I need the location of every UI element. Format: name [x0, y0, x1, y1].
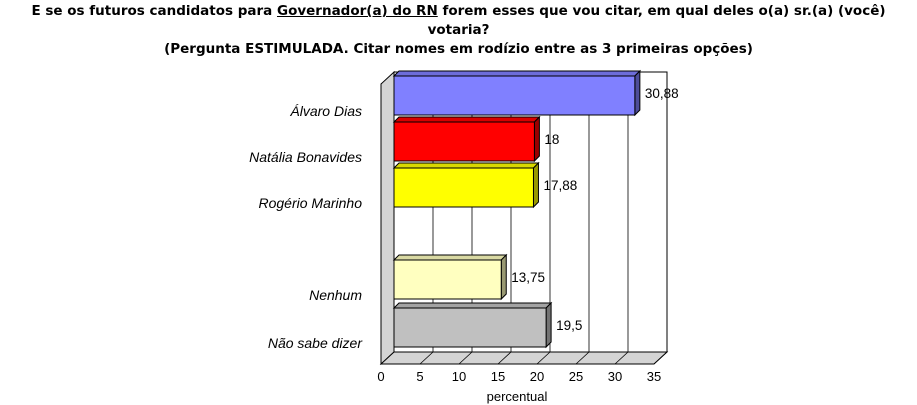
data-label: 19,5: [556, 318, 582, 333]
data-label: 17,88: [543, 178, 577, 193]
bar-top: [392, 70, 642, 77]
bar: [393, 167, 534, 208]
x-axis-title: percentual: [487, 389, 548, 404]
floor-gridline: [614, 351, 629, 365]
category-label: Nenhum: [309, 287, 362, 303]
floor-gridline: [458, 351, 473, 365]
chart-side-wall: [380, 70, 395, 366]
bar: [393, 75, 636, 116]
category-label: Natália Bonavides: [249, 149, 362, 165]
data-label: 13,75: [511, 270, 545, 285]
title-line-1: E se os futuros candidatos para Governad…: [0, 2, 917, 40]
floor-gridline: [419, 351, 434, 365]
floor-gridline: [575, 351, 590, 365]
floor-gridline: [497, 351, 512, 365]
chart-title: E se os futuros candidatos para Governad…: [0, 2, 917, 59]
category-label: Rogério Marinho: [259, 195, 363, 211]
x-tick-label: 35: [647, 369, 661, 384]
x-tick-label: 0: [377, 369, 384, 384]
bar: [393, 307, 547, 348]
x-tick-label: 20: [530, 369, 544, 384]
title-line-1-post: forem esses que vou citar, em qual deles…: [427, 3, 886, 38]
floor-gridline: [536, 351, 551, 365]
bar-top: [392, 116, 541, 123]
chart-floor: [379, 351, 669, 365]
category-label: Álvaro Dias: [289, 103, 362, 119]
category-label: Não sabe dizer: [268, 335, 364, 351]
title-line-1-pre: E se os futuros candidatos para: [31, 3, 277, 19]
bar: [393, 259, 502, 300]
bar-top: [392, 162, 540, 169]
bar: [393, 121, 535, 162]
title-line-1-underlined: Governador(a) do RN: [276, 3, 438, 19]
bar-side: [500, 253, 507, 301]
bar-side: [634, 69, 641, 117]
data-label: 18: [544, 132, 559, 147]
bar-side: [532, 161, 539, 209]
floor-gridline: [653, 351, 668, 365]
bar-side: [533, 115, 540, 163]
title-line-2: (Pergunta ESTIMULADA. Citar nomes em rod…: [164, 41, 753, 57]
x-tick-label: 5: [416, 369, 423, 384]
x-tick-label: 10: [452, 369, 466, 384]
data-label: 30,88: [645, 86, 679, 101]
bar-top: [392, 302, 553, 309]
bar-side: [545, 301, 552, 349]
bar-top: [392, 254, 508, 261]
x-tick-label: 15: [491, 369, 505, 384]
x-tick-label: 25: [569, 369, 583, 384]
x-tick-label: 30: [608, 369, 622, 384]
